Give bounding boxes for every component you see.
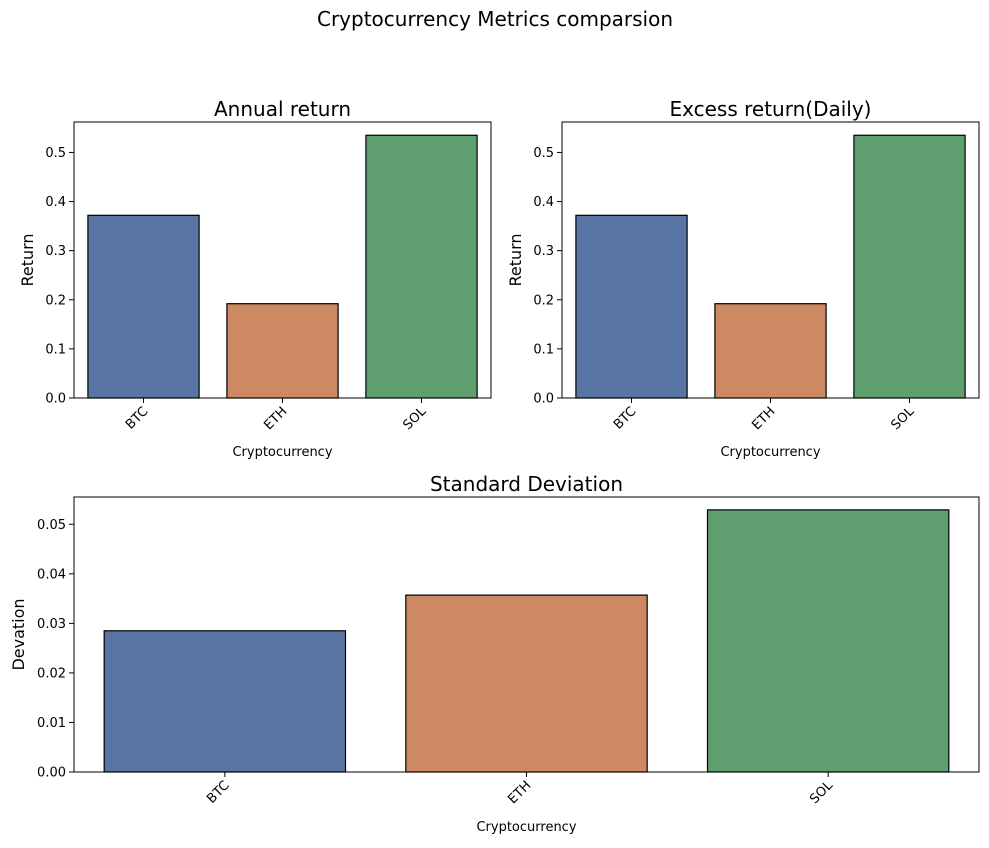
- chart-2-bar-sol: [706, 509, 950, 773]
- chart-0-ylabel: Return: [18, 233, 37, 286]
- chart-0-xtick-label: BTC: [123, 404, 151, 432]
- chart-1-ytick-label: 0.4: [533, 195, 554, 210]
- chart-annual-return: 0.0 0.1 0.2 0.3 0.4 0.5 BTC ETH SOL Annual return…: [18, 97, 492, 460]
- chart-0-title: Annual return: [214, 97, 351, 121]
- chart-2-bar-btc: [103, 630, 347, 773]
- chart-2-ytick-label: 0.05: [37, 518, 66, 533]
- chart-1-ytick-label: 0.2: [533, 293, 554, 308]
- chart-2-xlabel: Cryptocurrency: [476, 820, 576, 835]
- chart-2-ytick-label: 0.01: [37, 716, 66, 731]
- chart-2-ylabel: Devation: [9, 598, 28, 670]
- chart-1-ytick-label: 0.3: [533, 244, 554, 259]
- chart-2-xtick-label: BTC: [204, 778, 232, 806]
- chart-0-ytick-label: 0.2: [45, 293, 66, 308]
- chart-1-ytick-label: 0.5: [533, 146, 554, 161]
- chart-2-bar-eth: [405, 594, 648, 773]
- chart-0-xtick-label: ETH: [261, 404, 290, 433]
- chart-0-xlabel: Cryptocurrency: [232, 445, 332, 460]
- chart-1-xlabel: Cryptocurrency: [720, 445, 820, 460]
- chart-0-bar-btc: [87, 214, 200, 399]
- chart-excess-return-daily: 0.0 0.1 0.2 0.3 0.4 0.5 BTC ETH SOL Excess return…: [506, 97, 980, 460]
- figure-suptitle: Cryptocurrency Metrics comparsion: [317, 7, 673, 31]
- chart-1-ytick-label: 0.0: [533, 392, 554, 407]
- chart-0-xtick-label: SOL: [401, 404, 430, 433]
- chart-0-bar-sol: [365, 134, 478, 399]
- chart-1-bar-sol: [853, 134, 966, 399]
- chart-0-ytick-label: 0.3: [45, 244, 66, 259]
- chart-0-bar-eth: [226, 303, 339, 399]
- chart-2-xtick-label: ETH: [505, 778, 534, 807]
- chart-2-ytick-label: 0.03: [37, 617, 66, 632]
- chart-2-ytick-label: 0.00: [37, 766, 66, 781]
- chart-1-bar-btc: [575, 214, 688, 399]
- chart-2-ytick-label: 0.04: [37, 567, 66, 582]
- chart-2-title: Standard Deviation: [430, 472, 623, 496]
- chart-1-bar-eth: [714, 303, 827, 399]
- chart-1-ylabel: Return: [506, 233, 525, 286]
- chart-0-ytick-label: 0.4: [45, 195, 66, 210]
- chart-1-xtick-label: ETH: [749, 404, 778, 433]
- chart-1-ytick-label: 0.1: [533, 342, 554, 357]
- chart-2-ytick-label: 0.02: [37, 666, 66, 681]
- chart-0-ytick-label: 0.5: [45, 146, 66, 161]
- chart-1-xtick-label: BTC: [611, 404, 639, 432]
- chart-0-ytick-label: 0.1: [45, 342, 66, 357]
- chart-1-xtick-label: SOL: [889, 404, 918, 433]
- chart-2-xtick-label: SOL: [807, 778, 836, 807]
- chart-standard-deviation: 0.00 0.01 0.02 0.03 0.04 0.05 BTC ETH SOL Standar…: [9, 472, 980, 835]
- chart-1-title: Excess return(Daily): [670, 97, 872, 121]
- chart-0-ytick-label: 0.0: [45, 392, 66, 407]
